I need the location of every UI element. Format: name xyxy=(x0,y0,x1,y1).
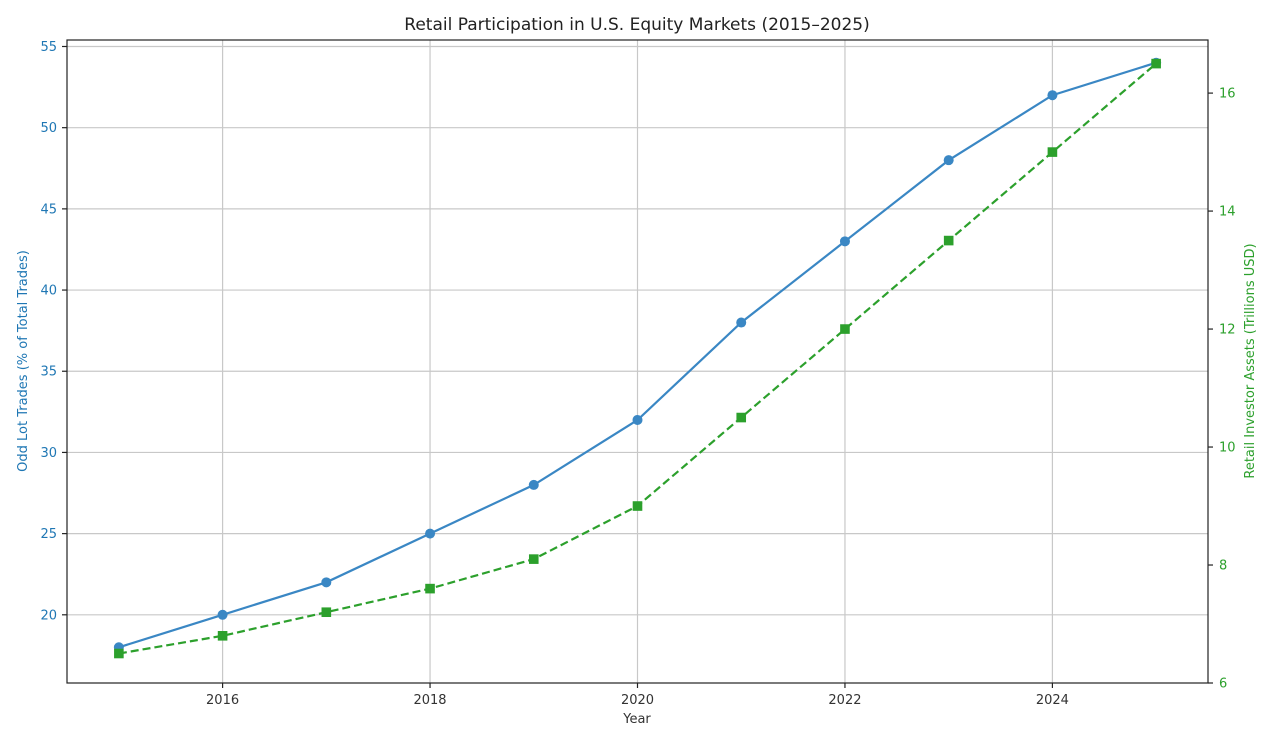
left-y-tick-label: 20 xyxy=(40,608,57,623)
retail-assets-point xyxy=(840,324,850,334)
odd-lot-trades-point xyxy=(321,577,332,588)
odd-lot-trades-point xyxy=(425,528,436,539)
chart-title: Retail Participation in U.S. Equity Mark… xyxy=(404,15,869,35)
right-y-tick-label: 16 xyxy=(1219,87,1236,102)
retail-assets-point xyxy=(114,648,124,659)
left-y-tick-label: 30 xyxy=(40,446,57,461)
x-tick-label: 2018 xyxy=(413,693,446,708)
odd-lot-trades-point xyxy=(632,414,643,425)
x-tick-label: 2020 xyxy=(621,693,654,708)
retail-assets-point xyxy=(736,412,747,423)
grid xyxy=(67,40,1208,683)
retail-assets-point xyxy=(943,235,954,246)
retail-assets-point xyxy=(217,631,228,641)
odd-lot-trades-point xyxy=(839,236,850,247)
left-axis-label: Odd Lot Trades (% of Total Trades) xyxy=(16,250,31,472)
x-tick-label: 2022 xyxy=(828,693,861,708)
odd-lot-trades-point xyxy=(736,317,747,328)
left-y-tick-label: 25 xyxy=(40,527,57,542)
odd-lot-trades-point xyxy=(1047,90,1058,101)
x-tick-label: 2016 xyxy=(206,693,239,708)
odd-lot-trades-point xyxy=(217,609,228,620)
retail-assets-point xyxy=(321,607,332,618)
left-y-tick-label: 55 xyxy=(40,40,57,55)
left-y-tick-label: 35 xyxy=(40,365,57,380)
retail-assets-point xyxy=(528,554,539,564)
left-y-tick-label: 50 xyxy=(40,121,57,136)
left-y-tick-label: 40 xyxy=(40,284,57,299)
retail-assets-point xyxy=(425,583,435,594)
left-y-tick-label: 45 xyxy=(40,202,57,217)
right-y-tick-label: 6 xyxy=(1219,677,1227,692)
tick-layer: 2016 2018 2020 2022 2024 20 25 30 35 40 45 50 55 6 8 10… xyxy=(40,40,1235,708)
right-y-tick-label: 10 xyxy=(1219,441,1236,456)
x-axis-label: Year xyxy=(622,712,651,727)
right-axis-label: Retail Investor Assets (Trillions USD) xyxy=(1243,243,1258,478)
retail-assets-point xyxy=(632,501,643,511)
retail-assets-point xyxy=(1047,147,1058,157)
x-tick-label: 2024 xyxy=(1036,693,1069,708)
right-y-tick-label: 12 xyxy=(1219,323,1236,338)
retail-assets-point xyxy=(1151,58,1161,69)
series-layer xyxy=(113,57,1162,659)
odd-lot-trades-point xyxy=(943,155,954,166)
odd-lot-trades-point xyxy=(528,479,539,490)
right-y-tick-label: 14 xyxy=(1219,205,1236,220)
right-y-tick-label: 8 xyxy=(1219,559,1227,574)
